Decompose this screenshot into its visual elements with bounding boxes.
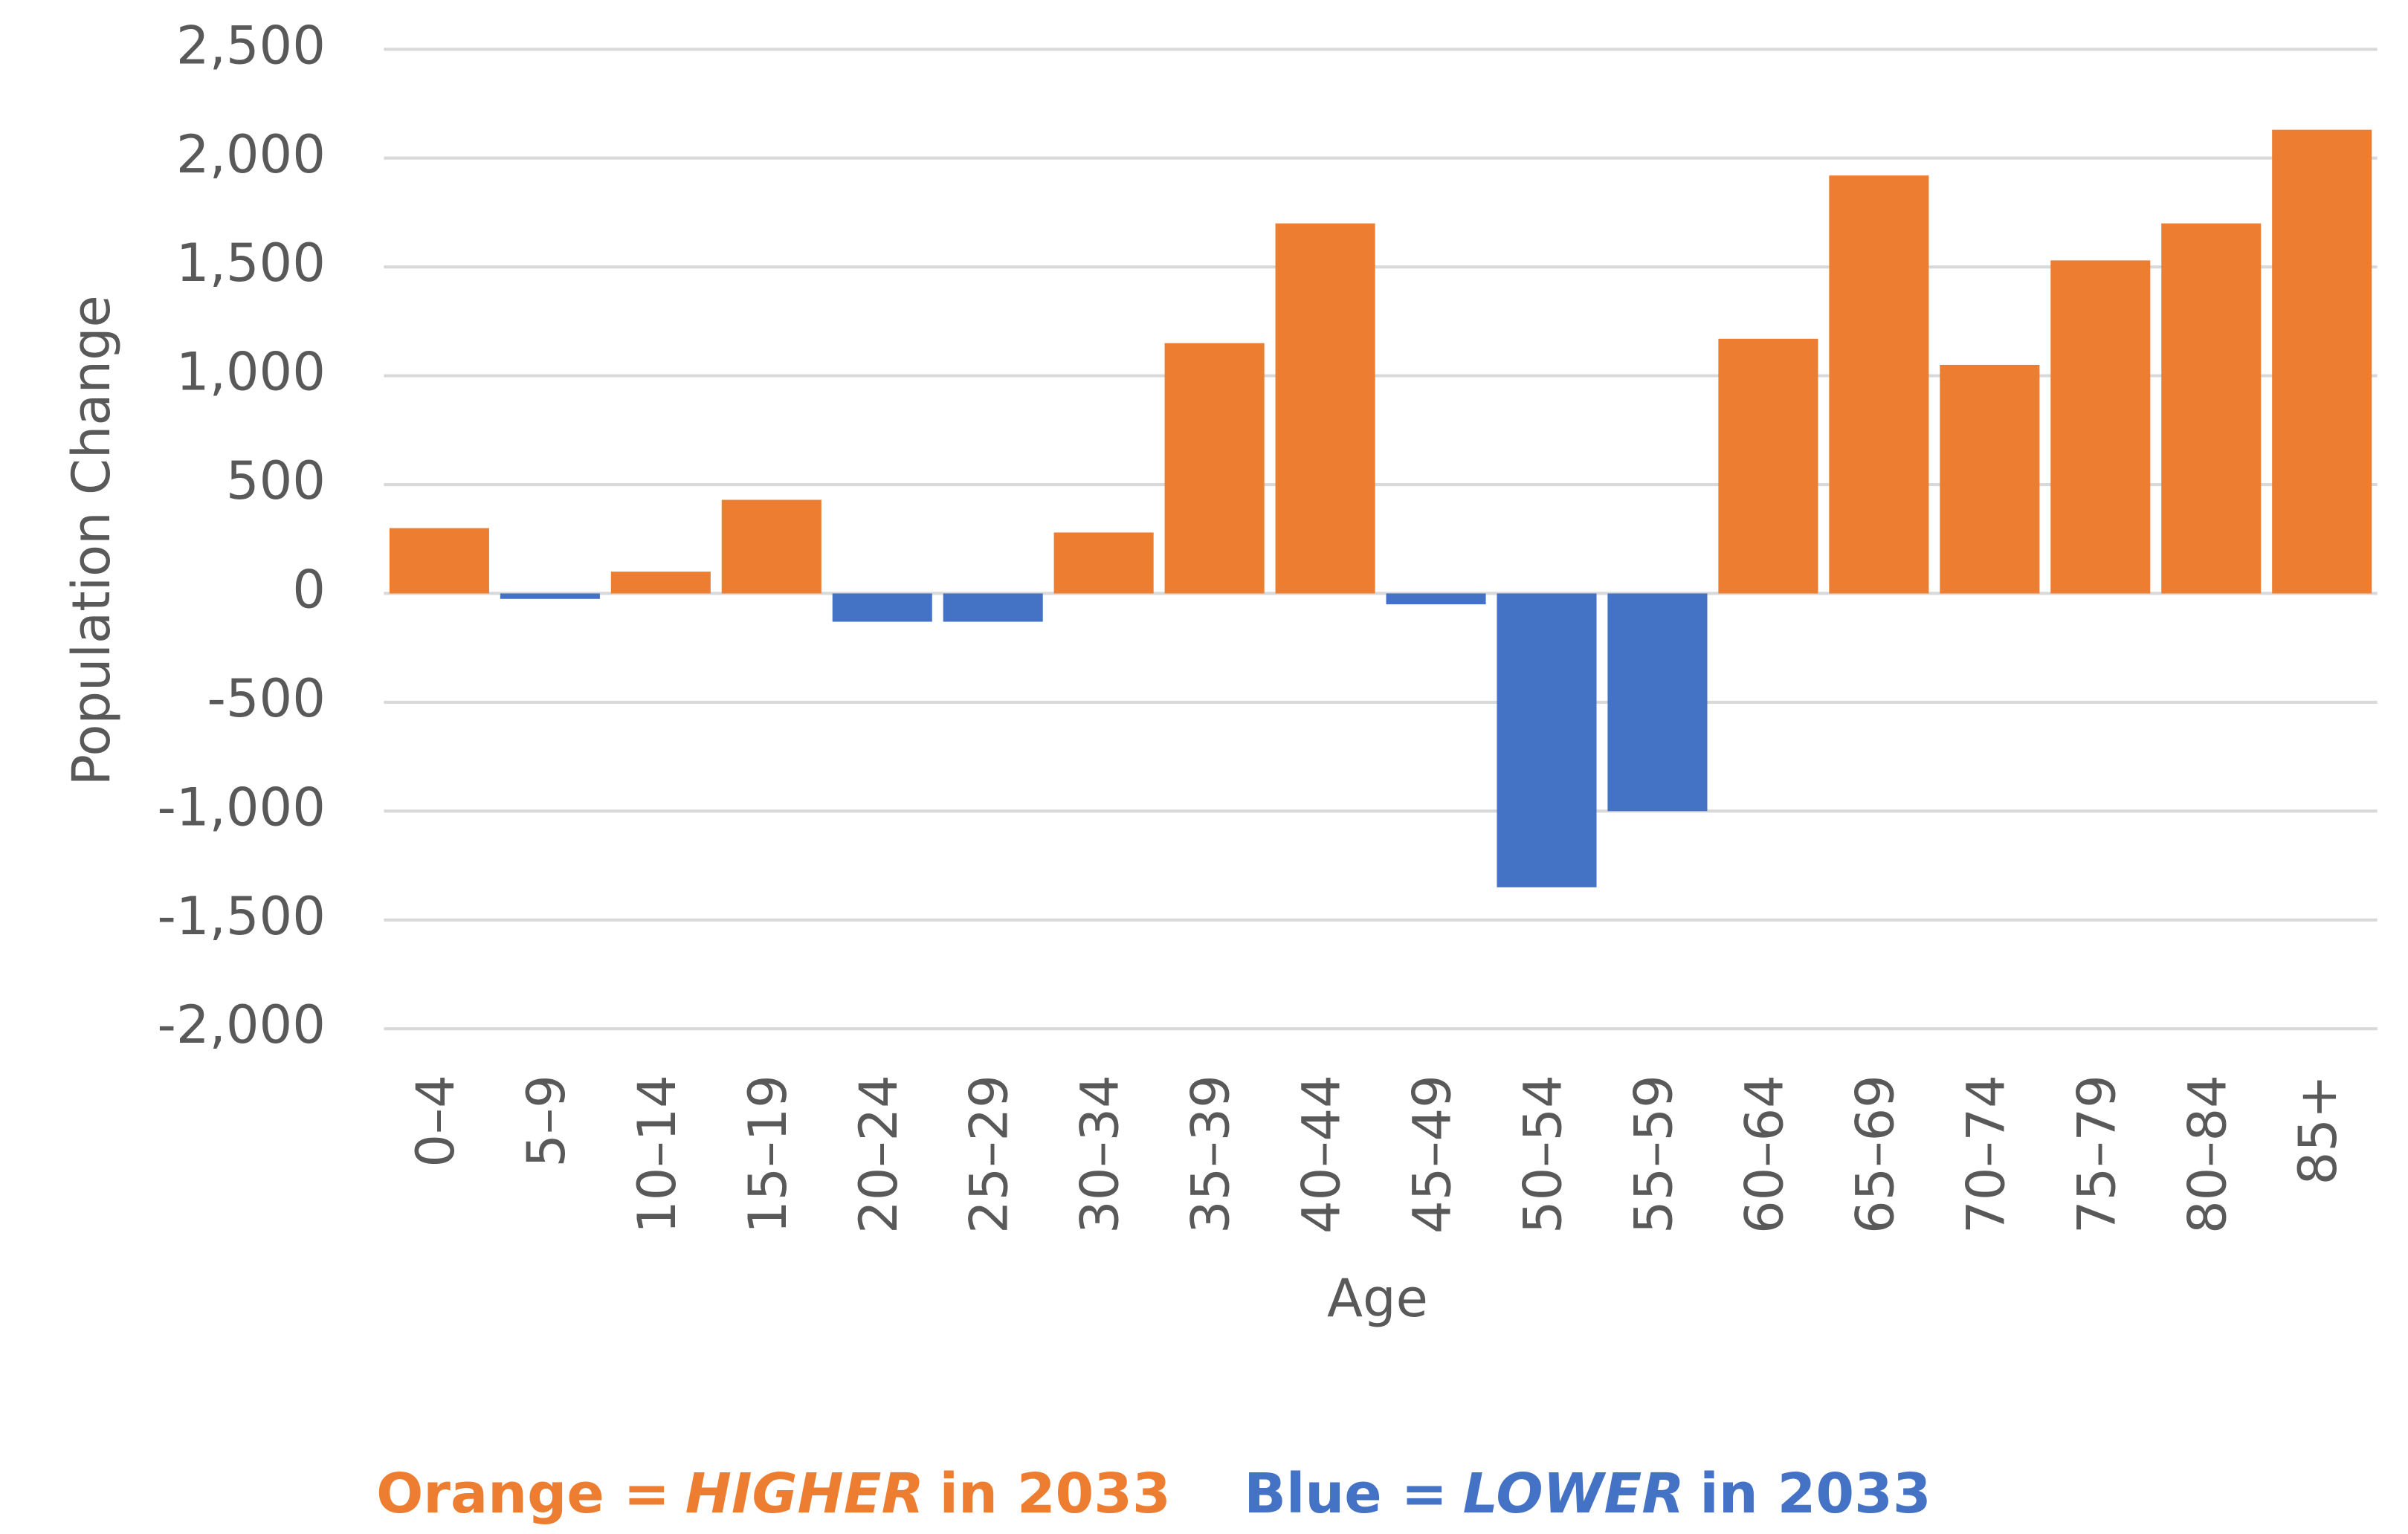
legend-note-part: LOWER: [1463, 1461, 1685, 1526]
y-tick-label: 0: [292, 559, 326, 620]
bar: [2272, 129, 2372, 594]
bar: [1164, 343, 1265, 594]
legend-note: Blue = LOWER in 2033: [1244, 1461, 1931, 1526]
bar: [1940, 364, 2040, 594]
y-tick-label: 1,500: [176, 233, 326, 294]
legend-note-part: Blue =: [1244, 1461, 1447, 1526]
x-tick-label: 5–9: [516, 1075, 577, 1167]
bar: [500, 593, 600, 599]
bar: [2050, 260, 2151, 594]
legend-note-part: in 2033: [1700, 1461, 1931, 1526]
bar: [721, 499, 822, 594]
x-tick-label: 85+: [2288, 1075, 2349, 1185]
bar: [610, 572, 711, 594]
bar: [1275, 223, 1375, 594]
bar: [1053, 532, 1154, 594]
y-tick-label: -500: [207, 668, 326, 729]
y-tick-label: 500: [226, 450, 326, 511]
y-tick-label: 2,000: [176, 124, 326, 185]
y-tick-label: -1,000: [158, 777, 326, 838]
y-axis-title: Population Change: [61, 295, 122, 786]
x-tick-label: 65–69: [1844, 1075, 1905, 1234]
x-tick-label: 40–44: [1291, 1075, 1352, 1234]
bar: [389, 528, 489, 594]
x-tick-label: 15–19: [737, 1075, 798, 1234]
bar: [2161, 223, 2262, 594]
legend-note-part: Orange =: [376, 1461, 670, 1526]
x-tick-label: 20–24: [848, 1075, 909, 1234]
x-tick-label: 50–54: [1513, 1075, 1574, 1234]
x-tick-label: 60–64: [1734, 1075, 1795, 1234]
bar: [1386, 593, 1486, 605]
y-tick-label: 2,500: [176, 15, 326, 76]
legend-note: Orange = HIGHER in 2033: [376, 1461, 1171, 1526]
x-tick-label: 25–29: [959, 1075, 1020, 1234]
x-tick-label: 0–4: [405, 1075, 466, 1167]
x-tick-label: 45–49: [1402, 1075, 1463, 1234]
legend-note-part: in 2033: [940, 1461, 1171, 1526]
bar: [943, 593, 1043, 622]
x-axis-title: Age: [1327, 1268, 1428, 1329]
x-tick-label: 55–59: [1623, 1075, 1684, 1234]
y-tick-label: -2,000: [158, 994, 326, 1055]
bar: [1829, 175, 1929, 594]
x-tick-label: 70–74: [1955, 1075, 2016, 1234]
legend-note-part: HIGHER: [685, 1461, 924, 1526]
x-tick-label: 30–34: [1070, 1075, 1131, 1234]
bar: [832, 593, 932, 622]
y-tick-label: -1,500: [158, 886, 326, 947]
bar: [1718, 338, 1818, 594]
x-tick-label: 10–14: [627, 1075, 688, 1234]
bar: [1497, 593, 1597, 887]
x-tick-label: 75–79: [2066, 1075, 2127, 1234]
bar: [1607, 593, 1708, 812]
x-tick-label: 35–39: [1181, 1075, 1242, 1234]
y-tick-label: 1,000: [176, 342, 326, 403]
x-tick-label: 80–84: [2177, 1075, 2238, 1234]
